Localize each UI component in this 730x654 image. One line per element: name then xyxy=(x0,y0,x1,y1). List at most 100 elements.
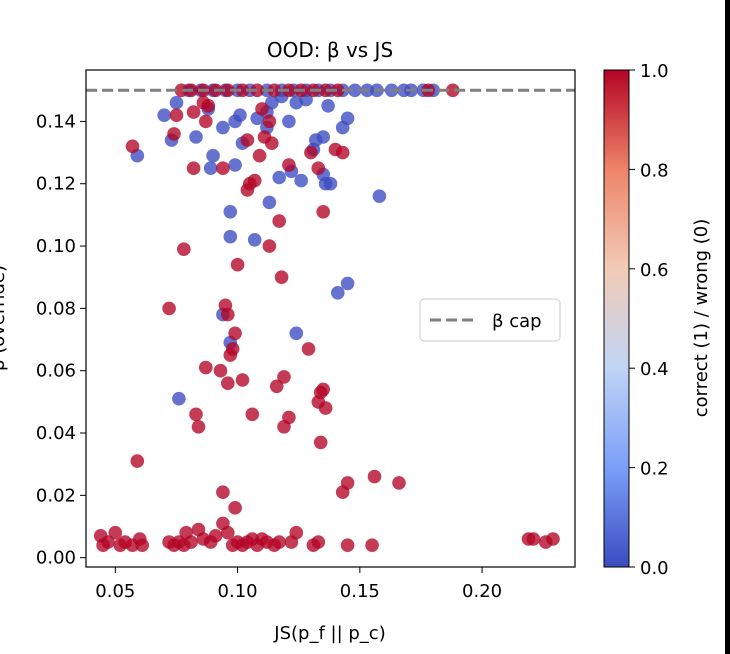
point-correct xyxy=(245,407,260,422)
point-correct xyxy=(250,83,264,98)
point-correct xyxy=(186,105,201,119)
point-correct xyxy=(208,529,223,543)
x-tick-label: 0.10 xyxy=(218,581,258,602)
point-correct xyxy=(282,410,296,425)
point-correct xyxy=(257,130,272,144)
point-correct xyxy=(252,148,267,163)
point-correct xyxy=(169,108,184,122)
point-wrong xyxy=(348,83,362,98)
point-correct xyxy=(392,476,406,490)
colorbar-tick-label: 0.8 xyxy=(640,160,669,181)
point-correct xyxy=(174,83,189,98)
colorbar-tick-label: 0.6 xyxy=(640,260,669,281)
point-correct xyxy=(335,145,350,160)
point-correct xyxy=(167,127,181,141)
colorbar-ticks: 0.0 0.2 0.4 0.6 0.8 1.0 xyxy=(629,61,669,579)
point-correct xyxy=(228,326,242,341)
point-wrong xyxy=(265,95,279,110)
point-wrong xyxy=(340,276,355,291)
legend: β cap xyxy=(419,298,561,342)
point-correct xyxy=(340,538,355,552)
point-wrong xyxy=(169,95,184,110)
x-tick-label: 0.15 xyxy=(340,581,380,602)
x-tick-label: 0.20 xyxy=(462,581,502,602)
point-correct xyxy=(301,342,316,356)
colorbar-tick-label: 0.4 xyxy=(640,359,669,380)
point-correct xyxy=(216,485,230,500)
point-wrong xyxy=(233,108,247,122)
y-tick-label: 0.00 xyxy=(36,548,76,569)
point-correct xyxy=(255,102,269,116)
point-wrong xyxy=(289,326,304,341)
point-wrong xyxy=(172,391,186,406)
point-wrong xyxy=(216,120,230,135)
point-correct xyxy=(125,139,140,154)
point-wrong xyxy=(189,130,203,144)
point-wrong xyxy=(340,111,355,126)
x-axis-ticks: 0.05 0.10 0.15 0.20 xyxy=(95,567,502,602)
point-correct xyxy=(108,525,123,540)
y-tick-label: 0.10 xyxy=(36,236,76,257)
chart-title: OOD: β vs JS xyxy=(267,38,393,62)
point-wrong xyxy=(321,99,335,113)
point-wrong xyxy=(316,130,331,144)
point-correct xyxy=(318,401,333,415)
point-correct xyxy=(189,407,203,422)
x-axis-label: JS(p_f || p_c) xyxy=(273,623,385,644)
point-correct xyxy=(304,145,318,160)
point-correct xyxy=(130,454,145,468)
y-tick-label: 0.06 xyxy=(36,361,76,382)
point-correct xyxy=(311,535,326,549)
point-wrong xyxy=(228,158,242,172)
point-correct xyxy=(272,214,287,228)
point-correct xyxy=(216,161,230,175)
point-correct xyxy=(186,161,201,175)
point-correct xyxy=(201,99,216,113)
point-wrong xyxy=(223,205,238,219)
point-wrong xyxy=(372,189,387,203)
y-tick-label: 0.14 xyxy=(36,111,76,132)
point-correct xyxy=(272,535,287,549)
point-correct xyxy=(191,420,206,434)
point-correct xyxy=(316,205,331,219)
point-correct xyxy=(199,360,213,375)
point-correct xyxy=(235,83,250,98)
window-edge xyxy=(725,0,730,654)
colorbar-tick-label: 0.2 xyxy=(640,459,669,480)
point-correct xyxy=(101,535,115,549)
point-correct xyxy=(135,538,149,552)
point-correct xyxy=(267,83,282,98)
point-correct xyxy=(365,538,379,552)
point-correct xyxy=(446,83,460,98)
y-axis-label: β (override) xyxy=(0,265,9,371)
x-tick-label: 0.05 xyxy=(95,581,135,602)
point-correct xyxy=(318,83,333,98)
colorbar-label: correct (1) / wrong (0) xyxy=(691,219,712,418)
point-correct xyxy=(274,270,289,285)
point-correct xyxy=(311,161,326,175)
y-tick-label: 0.12 xyxy=(36,174,76,195)
y-tick-label: 0.02 xyxy=(36,485,76,506)
point-wrong xyxy=(331,286,345,300)
point-correct xyxy=(269,379,284,394)
point-correct xyxy=(331,83,345,98)
point-correct xyxy=(184,535,198,549)
point-wrong xyxy=(206,148,220,163)
point-wrong xyxy=(323,176,338,191)
point-correct xyxy=(221,307,235,322)
colorbar-tick-label: 0.0 xyxy=(640,558,669,579)
point-correct xyxy=(199,114,213,129)
point-correct xyxy=(262,239,277,253)
legend-box xyxy=(419,298,561,342)
point-correct xyxy=(240,133,255,147)
point-wrong xyxy=(247,233,262,247)
point-wrong xyxy=(203,161,218,175)
point-wrong xyxy=(262,195,277,210)
y-axis-ticks: 0.00 0.02 0.04 0.06 0.08 0.10 0.12 0.14 xyxy=(36,111,86,569)
colorbar-tick-label: 1.0 xyxy=(640,61,669,82)
point-correct xyxy=(277,370,291,384)
point-correct xyxy=(289,525,304,540)
point-wrong xyxy=(157,108,171,122)
point-correct xyxy=(247,173,262,188)
